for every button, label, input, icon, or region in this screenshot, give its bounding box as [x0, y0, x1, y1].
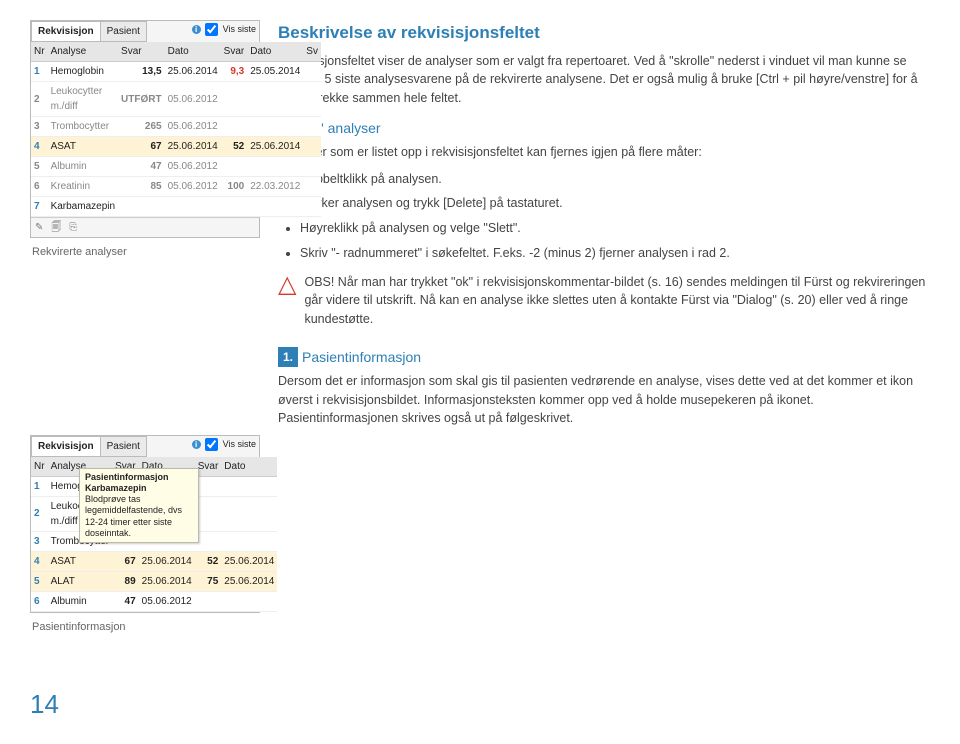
- warning-icon: △: [278, 273, 296, 329]
- info-body: Dersom det er informasjon som skal gis t…: [278, 372, 930, 428]
- slette-heading: "Slette" analyser: [278, 118, 930, 139]
- warning-text: OBS! Når man har trykket "ok" i rekvisis…: [304, 273, 930, 329]
- bullet-item: Marker analysen og trykk [Delete] på tas…: [300, 194, 930, 213]
- table-row[interactable]: 4ASAT6725.06.20145225.06.2014: [31, 137, 321, 157]
- tab-pasient-2[interactable]: Pasient: [100, 436, 147, 457]
- export-icon[interactable]: ⎘: [69, 220, 77, 235]
- vis-siste-checkbox-2[interactable]: [205, 438, 218, 451]
- col-header: Nr: [31, 457, 48, 477]
- vis-siste-toggle[interactable]: i Vis siste: [192, 23, 256, 37]
- col-header: Analyse: [48, 42, 118, 62]
- table-row[interactable]: 7Karbamazepin: [31, 197, 321, 217]
- table-row[interactable]: 4ASAT6725.06.20145225.06.2014: [31, 551, 277, 571]
- tooltip-analyse: Karbamazepin: [85, 483, 193, 494]
- col-header: Sv: [303, 42, 321, 62]
- table-row[interactable]: 5Albumin4705.06.2012: [31, 157, 321, 177]
- col-header: Nr: [31, 42, 48, 62]
- page-title: Beskrivelse av rekvisisjonsfeltet: [278, 20, 930, 46]
- edit-icon[interactable]: ✎: [35, 220, 43, 235]
- tab-rekvisisjon[interactable]: Rekvisisjon: [31, 21, 101, 42]
- vis-siste-toggle-2[interactable]: i Vis siste: [192, 438, 256, 452]
- info-icon: i: [192, 25, 201, 34]
- col-header: Svar: [118, 42, 165, 62]
- tab-pasient[interactable]: Pasient: [100, 21, 147, 42]
- info-badge: 1.: [278, 347, 298, 367]
- rekvisisjon-panel-2: Rekvisisjon Pasient i Vis siste NrAnalys…: [30, 435, 260, 613]
- analyse-table-1: NrAnalyseSvarDatoSvarDatoSv 1Hemoglobin1…: [31, 42, 321, 217]
- info-icon: i: [192, 440, 201, 449]
- vis-siste-label-2: Vis siste: [223, 439, 256, 449]
- pasientinfo-tooltip: Pasientinformasjon Karbamazepin Blodprøv…: [79, 468, 199, 544]
- col-header: Dato: [221, 457, 277, 477]
- bullet-item: Skriv "- radnummeret" i søkefeltet. F.ek…: [300, 244, 930, 263]
- table-row[interactable]: 3Trombocytter26505.06.2012: [31, 117, 321, 137]
- vis-siste-label: Vis siste: [223, 24, 256, 34]
- table-row[interactable]: 1Hemoglobin13,525.06.20149,325.05.2014: [31, 62, 321, 82]
- bullet-item: Dobbeltklikk på analysen.: [300, 170, 930, 189]
- col-header: Svar: [221, 42, 248, 62]
- rekvisisjon-panel-1: Rekvisisjon Pasient i Vis siste NrAnalys…: [30, 20, 260, 238]
- warning-block: △ OBS! Når man har trykket "ok" i rekvis…: [278, 273, 930, 329]
- bullet-item: Høyreklikk på analysen og velge "Slett".: [300, 219, 930, 238]
- tab-rekvisisjon-2[interactable]: Rekvisisjon: [31, 436, 101, 457]
- col-header: Dato: [247, 42, 303, 62]
- info-title: Pasientinformasjon: [302, 347, 421, 368]
- caption-rekvirerte: Rekvirerte analyser: [32, 244, 260, 261]
- table-row[interactable]: 5ALAT8925.06.20147525.06.2014: [31, 571, 277, 591]
- slette-bullets: Dobbeltklikk på analysen. Marker analyse…: [278, 170, 930, 263]
- tooltip-body: Blodprøve tas legemiddelfastende, dvs 12…: [85, 494, 193, 539]
- table-row[interactable]: 2Leukocytter m./diffUTFØRT05.06.2012: [31, 82, 321, 117]
- page-number: 14: [30, 685, 260, 724]
- pasientinfo-heading: 1. Pasientinformasjon: [278, 347, 930, 368]
- table-row[interactable]: 6Kreatinin8505.06.201210022.03.2012: [31, 177, 321, 197]
- col-header: Dato: [165, 42, 221, 62]
- copy-icon[interactable]: 🗐: [51, 220, 61, 235]
- right-column: Beskrivelse av rekvisisjonsfeltet Rekvis…: [278, 20, 930, 724]
- caption-pasientinfo: Pasientinformasjon: [32, 619, 260, 636]
- panel-footer: ✎ 🗐 ⎘: [31, 217, 259, 237]
- table-row[interactable]: 6Albumin4705.06.2012: [31, 591, 277, 611]
- intro-text: Rekvisisjonsfeltet viser de analyser som…: [278, 52, 930, 108]
- left-column: Rekvisisjon Pasient i Vis siste NrAnalys…: [30, 20, 260, 724]
- vis-siste-checkbox[interactable]: [205, 23, 218, 36]
- slette-intro: Analyser som er listet opp i rekvisisjon…: [278, 143, 930, 162]
- tooltip-title: Pasientinformasjon: [85, 472, 193, 483]
